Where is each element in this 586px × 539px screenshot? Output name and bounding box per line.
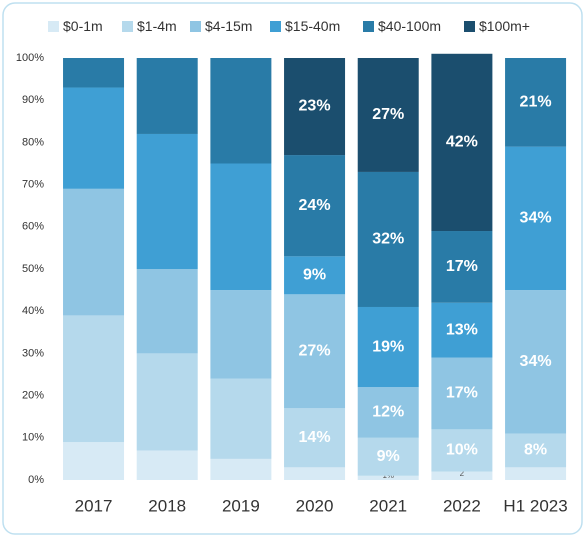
y-tick-label: 0% [28, 474, 44, 486]
bar-segment [136, 450, 198, 480]
legend-label: $100m+ [479, 18, 530, 34]
data-label: 27% [299, 343, 331, 360]
bar-segment [210, 163, 272, 291]
y-tick-label: 20% [22, 390, 44, 402]
legend-swatch [122, 21, 133, 32]
bar-segment [357, 475, 419, 480]
bar-segment [357, 437, 419, 476]
bar-segment [505, 58, 567, 147]
data-label: 17% [446, 385, 478, 402]
legend-swatch [464, 21, 475, 32]
data-label: 23% [299, 98, 331, 115]
data-label: 9% [377, 448, 400, 465]
bar-segment [63, 315, 125, 443]
y-tick-label: 80% [22, 136, 44, 148]
data-label: 34% [520, 210, 552, 227]
y-tick-label: 50% [22, 263, 44, 275]
y-tick-label: 10% [22, 432, 44, 444]
x-tick-label: 2021 [369, 496, 407, 515]
data-label: 2 [460, 469, 465, 478]
bar-segment [431, 357, 493, 430]
y-tick-label: 60% [22, 221, 44, 233]
bar-segment [63, 58, 125, 88]
x-tick-label: 2020 [296, 496, 334, 515]
legend-label: $0-1m [63, 18, 103, 34]
bar-segment [505, 290, 567, 434]
bar-segment [136, 58, 198, 134]
bar-segment [136, 353, 198, 451]
y-tick-label: 90% [22, 94, 44, 106]
legend-swatch [363, 21, 374, 32]
data-label: 34% [520, 353, 552, 370]
bar-segment [284, 58, 346, 156]
bar-segment [136, 269, 198, 354]
x-tick-label: 2018 [148, 496, 186, 515]
bar-segment [284, 467, 346, 480]
bar-segment [284, 256, 346, 295]
data-label: 24% [299, 197, 331, 214]
y-tick-label: 100% [16, 52, 44, 64]
y-tick-label: 70% [22, 179, 44, 191]
y-tick-label: 40% [22, 305, 44, 317]
bar-segment [63, 87, 125, 189]
x-tick-label: 2017 [75, 496, 113, 515]
data-label: 42% [446, 134, 478, 151]
y-tick-label: 30% [22, 347, 44, 359]
data-label: 32% [372, 231, 404, 248]
legend-swatch [270, 21, 281, 32]
legend-label: $15-40m [285, 18, 340, 34]
x-tick-label: H1 2023 [503, 496, 567, 515]
data-label: 12% [372, 404, 404, 421]
data-label: 9% [303, 267, 326, 284]
bar-segment [431, 429, 493, 472]
data-label: 14% [299, 429, 331, 446]
bar-segment [357, 306, 419, 388]
bar-segment [136, 133, 198, 269]
bar-segment [505, 146, 567, 291]
x-tick-label: 2022 [443, 496, 481, 515]
data-label: 19% [372, 338, 404, 355]
bar-segment [284, 408, 346, 468]
data-label: 21% [520, 94, 552, 111]
bar-segment [431, 471, 493, 480]
bar-segment [505, 433, 567, 468]
bar-segment [357, 387, 419, 438]
legend-label: $40-100m [378, 18, 441, 34]
bar-segment [63, 442, 125, 480]
bar-segment [505, 467, 567, 480]
bar-segment [357, 58, 419, 172]
bar-segment [284, 294, 346, 409]
legend-swatch [48, 21, 59, 32]
data-label: 13% [446, 321, 478, 338]
legend-label: $4-15m [205, 18, 252, 34]
bar-segment [210, 58, 272, 164]
data-label: 10% [446, 442, 478, 459]
legend-label: $1-4m [137, 18, 177, 34]
bar-segment [210, 378, 272, 459]
bar-segment [357, 171, 419, 307]
bar-segment [431, 302, 493, 358]
bar-segment [431, 231, 493, 303]
bar-segment [431, 53, 493, 232]
bar-segment [63, 188, 125, 316]
x-tick-label: 2019 [222, 496, 260, 515]
bar-segment [210, 458, 272, 480]
legend-swatch [190, 21, 201, 32]
data-label: 8% [524, 442, 547, 459]
bar-segment [210, 290, 272, 379]
bar-segment [284, 155, 346, 257]
data-label: 17% [446, 258, 478, 275]
data-label: 27% [372, 106, 404, 123]
